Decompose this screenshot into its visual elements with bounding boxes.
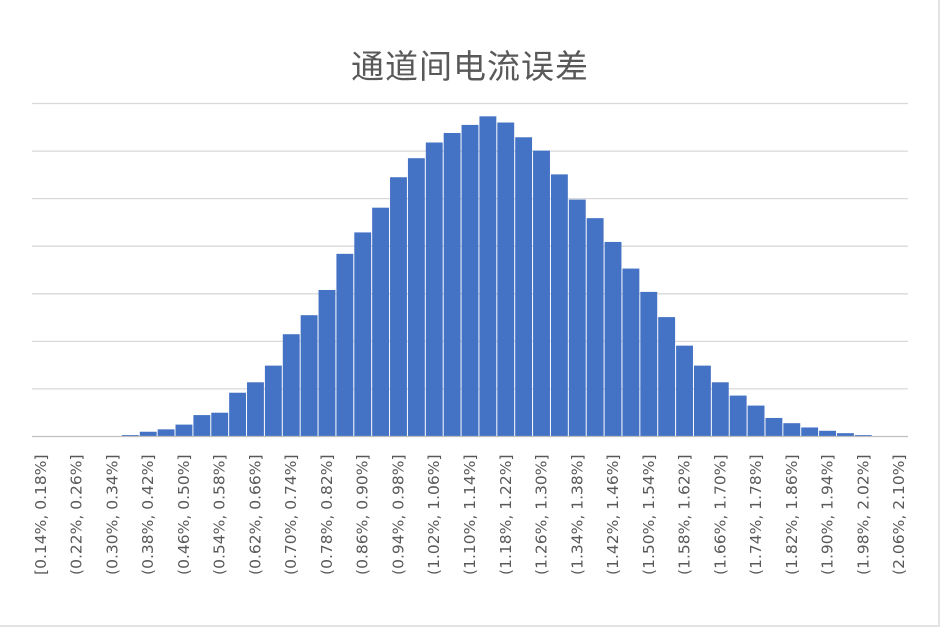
histogram-bar: [568, 199, 586, 437]
x-tick-label: (0.22%, 0.26%]: [68, 455, 86, 575]
histogram-bar: [282, 334, 300, 437]
histogram-bar: [801, 427, 819, 437]
histogram-bar: [264, 365, 282, 437]
histogram-bar: [425, 142, 443, 437]
histogram-bar: [765, 417, 783, 437]
x-tick-label: (1.90%, 1.94%]: [819, 455, 837, 575]
x-tick-label: (1.18%, 1.22%]: [497, 455, 515, 575]
chart-title: 通道间电流误差: [351, 47, 589, 86]
x-tick-label: (0.38%, 0.42%]: [139, 455, 157, 575]
histogram-bar: [354, 232, 372, 437]
x-tick-label: (0.70%, 0.74%]: [282, 455, 300, 575]
histogram-bar: [819, 430, 836, 437]
x-tick-label: (1.10%, 1.14%]: [461, 455, 479, 575]
x-tick-label: (1.02%, 1.06%]: [425, 455, 443, 575]
x-tick-label: (1.42%, 1.46%]: [604, 455, 622, 575]
x-tick-label: (1.74%, 1.78%]: [747, 455, 765, 575]
histogram-bar: [676, 345, 693, 437]
histogram-bar: [390, 177, 407, 437]
histogram-bar: [711, 382, 729, 437]
histogram-bar: [586, 218, 604, 437]
histogram-bar: [497, 122, 515, 437]
histogram-bar: [747, 405, 765, 437]
histogram-bar: [550, 174, 568, 437]
bars: [121, 116, 872, 437]
histogram-bar: [461, 124, 479, 437]
histogram-bar: [300, 315, 318, 437]
histogram-bar: [658, 317, 676, 437]
x-tick-label: (1.82%, 1.86%]: [783, 455, 801, 575]
histogram-bar: [443, 132, 461, 437]
histogram-bar: [622, 268, 640, 437]
x-tick-label: (0.86%, 0.90%]: [354, 455, 372, 575]
histogram-bar: [479, 116, 497, 437]
histogram-bar: [193, 415, 211, 437]
histogram-bar: [247, 382, 264, 437]
x-tick-label: (1.66%, 1.70%]: [711, 455, 729, 575]
histogram-bar: [336, 253, 354, 437]
x-tick-label: (2.06%, 2.10%]: [890, 455, 908, 575]
histogram-bar: [693, 365, 711, 437]
histogram-bar: [854, 435, 872, 437]
x-tick-label: (1.26%, 1.30%]: [533, 455, 551, 575]
histogram-bar: [407, 158, 425, 437]
x-tick-label: [0.14%, 0.18%]: [32, 455, 50, 575]
x-tick-label: (0.62%, 0.66%]: [247, 455, 265, 575]
histogram-bar: [211, 412, 229, 437]
x-tick-label: (0.94%, 0.98%]: [390, 455, 408, 575]
histogram-bar: [229, 392, 247, 437]
x-tick-label: (1.50%, 1.54%]: [640, 455, 658, 575]
x-tick-label: (0.46%, 0.50%]: [175, 455, 193, 575]
histogram-bar: [318, 289, 336, 437]
x-tick-label: (1.58%, 1.62%]: [676, 455, 694, 575]
x-tick-label: (0.78%, 0.82%]: [318, 455, 336, 575]
histogram-bar: [515, 137, 533, 437]
histogram-bar: [175, 424, 193, 437]
histogram-bar: [157, 429, 175, 437]
histogram-bar: [836, 433, 854, 437]
histogram-bar: [783, 423, 801, 437]
histogram-bar: [604, 241, 622, 437]
histogram-bar: [121, 435, 139, 437]
x-tick-label: (0.30%, 0.34%]: [103, 455, 121, 575]
histogram-bar: [729, 395, 747, 437]
histogram-bar: [372, 207, 390, 437]
x-tick-label: (0.54%, 0.58%]: [211, 455, 229, 575]
x-tick-labels: [0.14%, 0.18%] (0.22%, 0.26%] (0.30%, 0.34…: [32, 455, 908, 575]
histogram-bar: [139, 431, 157, 437]
histogram-bar: [533, 150, 550, 437]
x-tick-label: (1.98%, 2.02%]: [854, 455, 872, 575]
histogram-bar: [640, 291, 658, 437]
x-tick-label: (1.34%, 1.38%]: [568, 455, 586, 575]
